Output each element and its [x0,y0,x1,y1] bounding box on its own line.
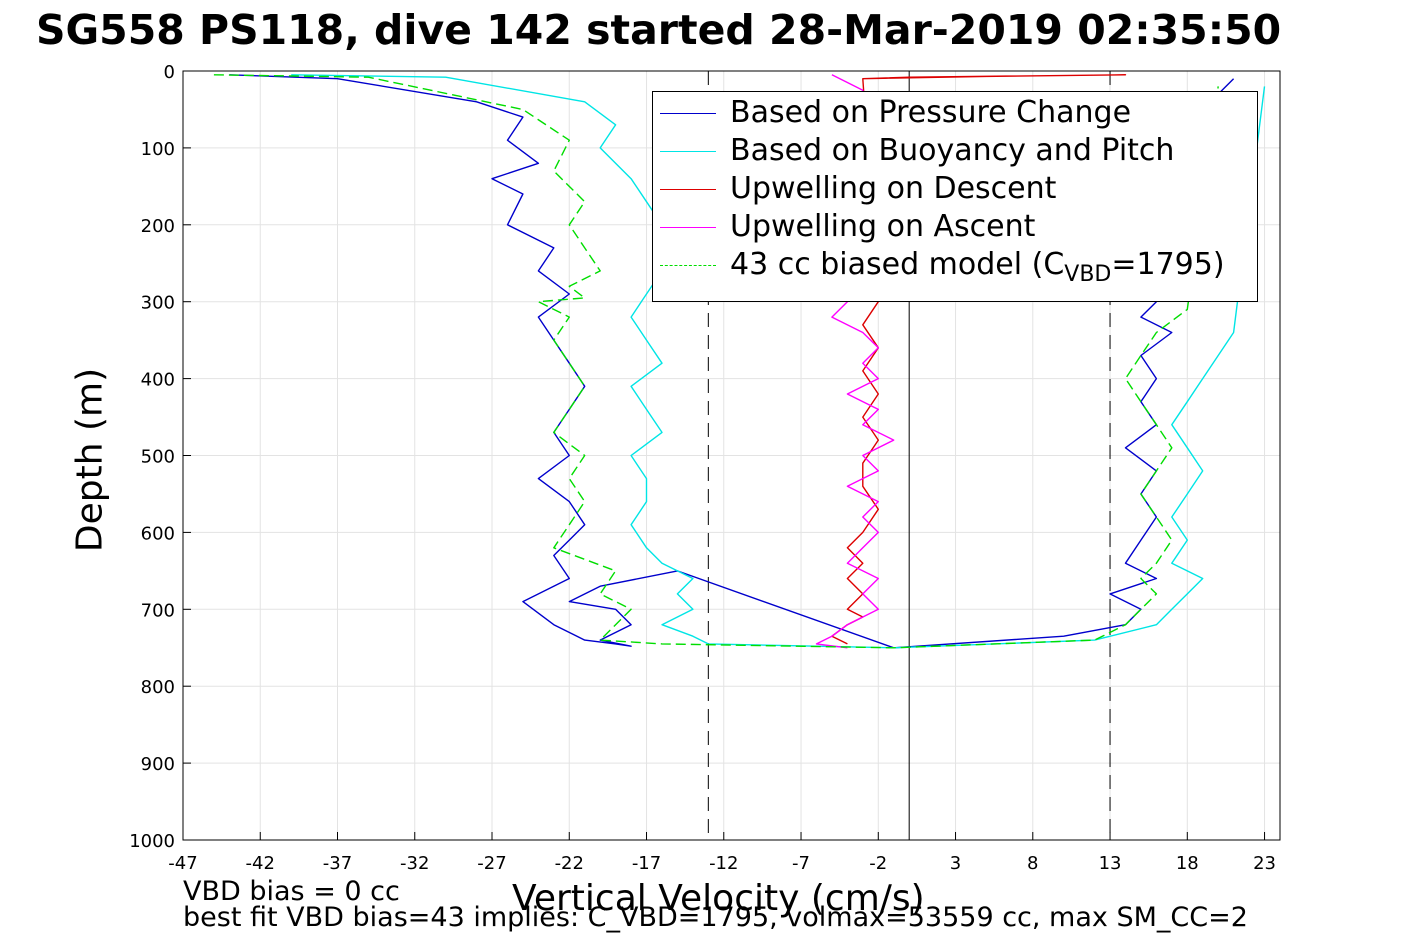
x-tick-label: -37 [323,853,352,874]
x-tick-label: 23 [1253,853,1276,874]
legend-item-biased-model: 43 cc biased model (CVBD=1795) [653,244,1257,287]
legend-item-pressure-change: Based on Pressure Change [653,92,1257,130]
x-tick-label: -7 [792,853,810,874]
legend-label: Based on Pressure Change [730,95,1132,130]
y-tick-label: 300 [141,293,175,314]
series-line [831,74,1127,645]
legend-swatch [660,189,716,190]
y-tick-label: 800 [141,677,175,698]
y-tick-label: 100 [141,139,175,160]
y-tick-label: 900 [141,754,175,775]
legend-swatch [660,227,716,228]
legend-label: Based on Buoyancy and Pitch [730,133,1175,168]
y-axis-label: Depth (m) [69,367,111,553]
x-tick-label: -47 [168,853,197,874]
x-tick-label: -32 [400,853,429,874]
y-tick-label: 1000 [129,831,175,852]
x-axis-label: Vertical Velocity (cm/s) [512,878,925,919]
series-line [815,74,895,649]
y-tick-label: 200 [141,216,175,237]
legend-swatch [660,151,716,152]
x-tick-label: -12 [709,853,738,874]
y-tick-label: 700 [141,600,175,621]
y-tick-label: 0 [164,62,175,83]
x-tick-label: -2 [869,853,887,874]
x-tick-label: -27 [477,853,506,874]
y-tick-label: 500 [141,447,175,468]
legend: Based on Pressure Change Based on Buoyan… [652,91,1258,302]
y-tick-label: 600 [141,523,175,544]
legend-item-upwelling-ascent: Upwelling on Ascent [653,206,1257,244]
x-tick-label: -17 [632,853,661,874]
x-tick-label: 3 [950,853,961,874]
x-tick-label: 8 [1027,853,1038,874]
legend-label: Upwelling on Ascent [730,209,1036,244]
legend-label: Upwelling on Descent [730,171,1057,206]
x-tick-label: 18 [1176,853,1199,874]
footnote-best-fit: best fit VBD bias=43 implies: C_VBD=1795… [183,902,1248,933]
legend-swatch [660,265,716,266]
tick-labels: -47 -42 -37 -32 -27 -22 -17 -12 -7 -2 3 8 13 18 23 0 100… [129,62,1276,874]
x-tick-label: 13 [1099,853,1122,874]
footnote-vbd-bias: VBD bias = 0 cc [183,876,400,907]
legend-swatch [660,113,716,114]
legend-item-upwelling-descent: Upwelling on Descent [653,168,1257,206]
y-tick-label: 400 [141,370,175,391]
legend-label: 43 cc biased model (CVBD=1795) [730,247,1225,287]
x-tick-label: -42 [246,853,275,874]
chart-title: SG558 PS118, dive 142 started 28-Mar-201… [36,6,1282,54]
series-line [229,74,1235,649]
legend-item-buoyancy-pitch: Based on Buoyancy and Pitch [653,130,1257,168]
x-tick-label: -22 [555,853,584,874]
